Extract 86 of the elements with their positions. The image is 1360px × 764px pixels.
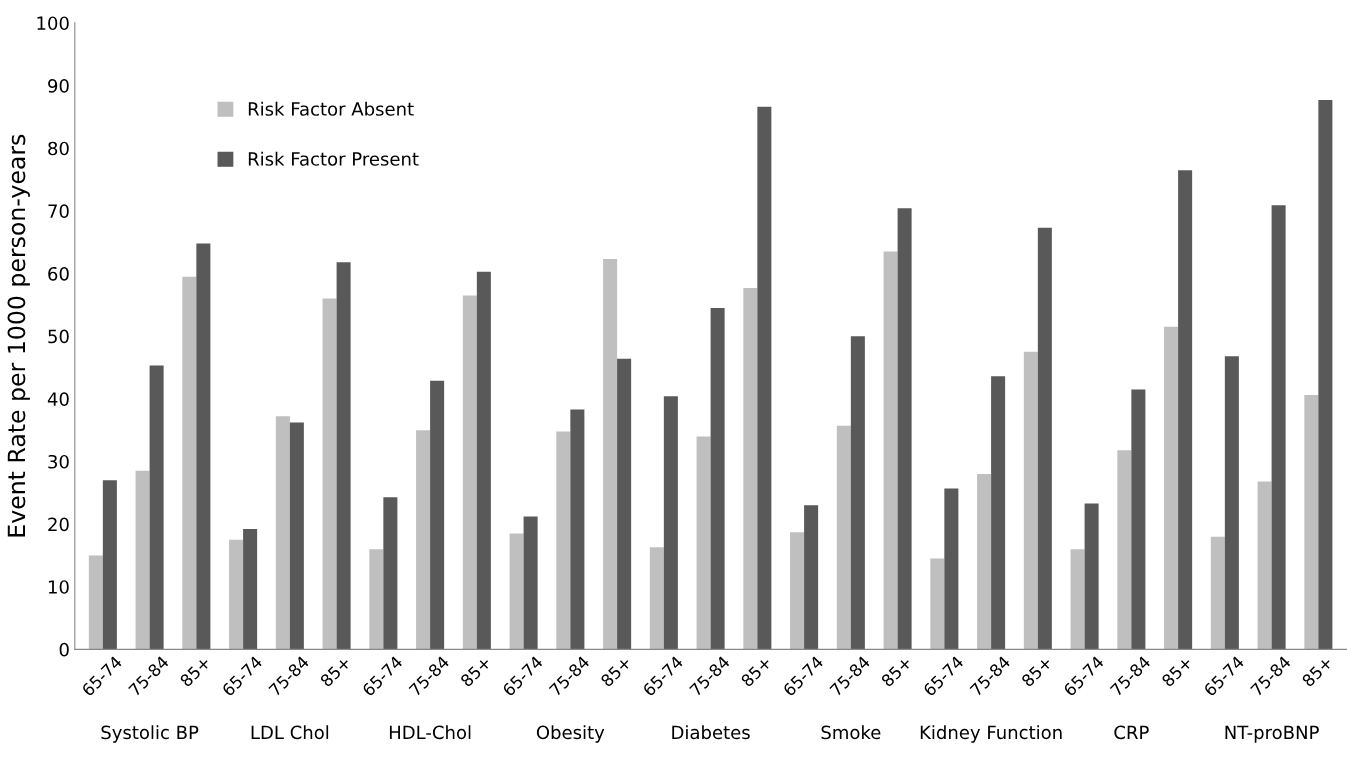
text: LDL Chol <box>251 725 329 740</box>
bar <box>850 336 865 650</box>
bar <box>757 106 772 650</box>
bar <box>1304 395 1319 650</box>
bar <box>243 529 258 650</box>
legend-label: Risk Factor Present <box>248 151 419 166</box>
y-tick-label: 90 <box>48 79 69 93</box>
x-tick-label: 85+ <box>1020 655 1053 688</box>
y-tick-label: 60 <box>48 266 69 281</box>
bar <box>570 409 585 650</box>
y-tick-label: 50 <box>48 329 69 344</box>
bar <box>182 276 197 650</box>
bar <box>1210 536 1225 650</box>
y-tick-label: 0 <box>59 642 69 657</box>
y-tick-label: 20 <box>48 517 69 532</box>
y-tick-label: 70 <box>48 204 69 218</box>
y-tick-label: 40 <box>47 392 69 406</box>
bar <box>1023 351 1038 650</box>
bar <box>1271 205 1286 650</box>
y-tick-label: 30 <box>48 454 69 469</box>
bar <box>696 436 711 650</box>
bar <box>135 470 150 650</box>
bar <box>710 307 725 650</box>
bar <box>1224 356 1239 650</box>
bar <box>991 376 1006 650</box>
y-tick-label: 10 <box>48 580 69 594</box>
bar <box>649 547 664 650</box>
x-tick-label: 85+ <box>179 655 211 688</box>
text: Smoke <box>821 725 881 740</box>
bar <box>743 287 758 650</box>
bar <box>322 298 337 650</box>
bar <box>275 416 290 650</box>
x-tick-label: 85+ <box>459 655 492 688</box>
text: Systolic BP <box>101 725 199 743</box>
bar <box>462 295 477 650</box>
bar <box>603 259 618 650</box>
x-tick-label: 85+ <box>1160 655 1193 688</box>
bar <box>430 380 445 650</box>
bar <box>1164 326 1179 650</box>
bar <box>336 262 351 650</box>
bar <box>149 365 164 650</box>
bar <box>944 488 959 650</box>
bar <box>1070 549 1085 650</box>
bar <box>289 422 304 650</box>
x-tick-label: 85+ <box>740 655 772 688</box>
bar <box>476 271 491 650</box>
x-tick-label: 85+ <box>599 655 632 688</box>
bar <box>383 497 398 650</box>
bar <box>977 473 992 650</box>
bar <box>1318 99 1333 650</box>
bar <box>229 539 244 650</box>
bar <box>1178 170 1193 650</box>
bar <box>196 243 211 650</box>
y-tick-label: 100 <box>37 16 69 31</box>
bar <box>102 480 117 650</box>
bar <box>1037 227 1052 650</box>
bar <box>897 208 912 650</box>
y-tick-label: 80 <box>48 141 69 156</box>
bar <box>790 532 805 650</box>
x-tick-label: 85+ <box>319 655 352 688</box>
bar <box>556 431 571 650</box>
y-axis-title: Event Rate per 1000 person-years <box>7 134 30 537</box>
bar <box>836 425 851 650</box>
text: CRP <box>1114 725 1149 740</box>
text: Kidney Function <box>920 725 1062 743</box>
bar <box>663 396 678 650</box>
bar <box>509 533 524 650</box>
bar <box>523 516 538 650</box>
bar <box>883 251 898 650</box>
bar <box>369 549 384 650</box>
text: Diabetes <box>672 725 750 740</box>
bar <box>1084 503 1099 650</box>
legend-label: Risk Factor Absent <box>248 101 414 116</box>
text: Obesity <box>536 725 605 743</box>
text: HDL-Chol <box>389 725 471 740</box>
text: NT-proBNP <box>1225 725 1319 743</box>
bar <box>416 430 431 650</box>
bar <box>617 358 632 650</box>
bar <box>88 555 103 650</box>
x-tick-label: 85+ <box>1301 655 1333 688</box>
bar <box>1131 389 1146 650</box>
x-tick-label: 85+ <box>880 655 913 688</box>
bar <box>804 505 819 650</box>
bar <box>930 558 945 650</box>
bar <box>1257 481 1272 650</box>
bar <box>1117 450 1132 650</box>
